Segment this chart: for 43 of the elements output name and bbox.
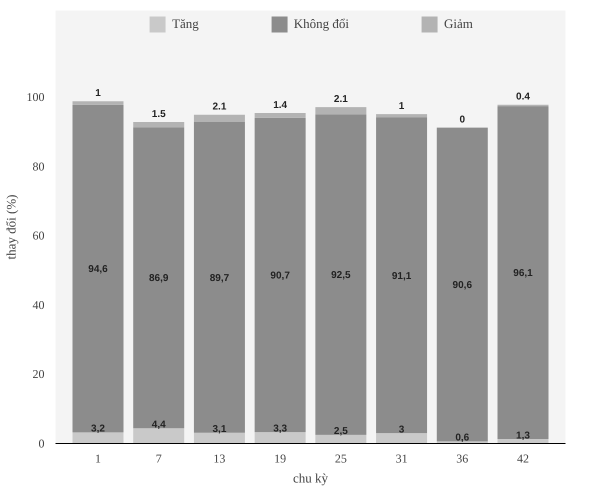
legend-label: Giảm (444, 16, 473, 32)
y-tick-label: 80 (32, 159, 44, 174)
data-label: 1.4 (273, 100, 288, 111)
data-label: 3,2 (91, 424, 106, 435)
y-tick-label: 0 (38, 436, 44, 450)
y-tick-label: 20 (32, 367, 44, 382)
x-tick-label: 1 (95, 452, 101, 466)
data-label: 90,7 (270, 270, 290, 282)
data-label: 4,4 (152, 420, 166, 431)
data-label: 3,3 (273, 423, 288, 434)
x-tick-label: 7 (156, 452, 162, 466)
data-label: 86,9 (148, 273, 169, 284)
y-axis-title: thay đổi (%) (4, 194, 18, 260)
data-label: 0 (460, 114, 466, 126)
data-label: 3 (398, 424, 405, 436)
data-label: 1.5 (152, 108, 166, 120)
x-tick-label: 31 (396, 452, 408, 466)
data-label: 0.4 (516, 92, 530, 103)
x-tick-label: 13 (213, 452, 226, 466)
data-label: 1 (95, 88, 102, 100)
data-label: 90,6 (452, 280, 472, 291)
data-label: 1 (398, 100, 405, 112)
data-label: 91,1 (392, 270, 412, 282)
data-label: 94,6 (88, 264, 108, 276)
data-label: 1,3 (516, 430, 530, 442)
x-axis-title: chu kỳ (292, 470, 329, 486)
x-tick-label: 42 (517, 452, 529, 466)
y-tick-label: 60 (32, 228, 44, 243)
x-tick-label: 25 (334, 452, 347, 466)
y-tick-label: 100 (26, 90, 44, 104)
data-label: 0,6 (455, 432, 470, 444)
data-label: 3,1 (212, 424, 227, 436)
data-label: 2.1 (212, 102, 227, 113)
data-label: 96,1 (513, 268, 534, 280)
data-label: 89,7 (210, 272, 230, 284)
x-tick-label: 36 (456, 452, 468, 466)
data-label: 2,5 (334, 426, 348, 438)
y-tick-label: 40 (32, 298, 44, 312)
x-tick-label: 19 (274, 452, 286, 466)
data-label: 92,5 (331, 270, 352, 282)
data-label: 2.1 (334, 94, 348, 105)
legend-label: Không đổi (294, 16, 350, 32)
legend-label: Tăng (172, 16, 199, 32)
